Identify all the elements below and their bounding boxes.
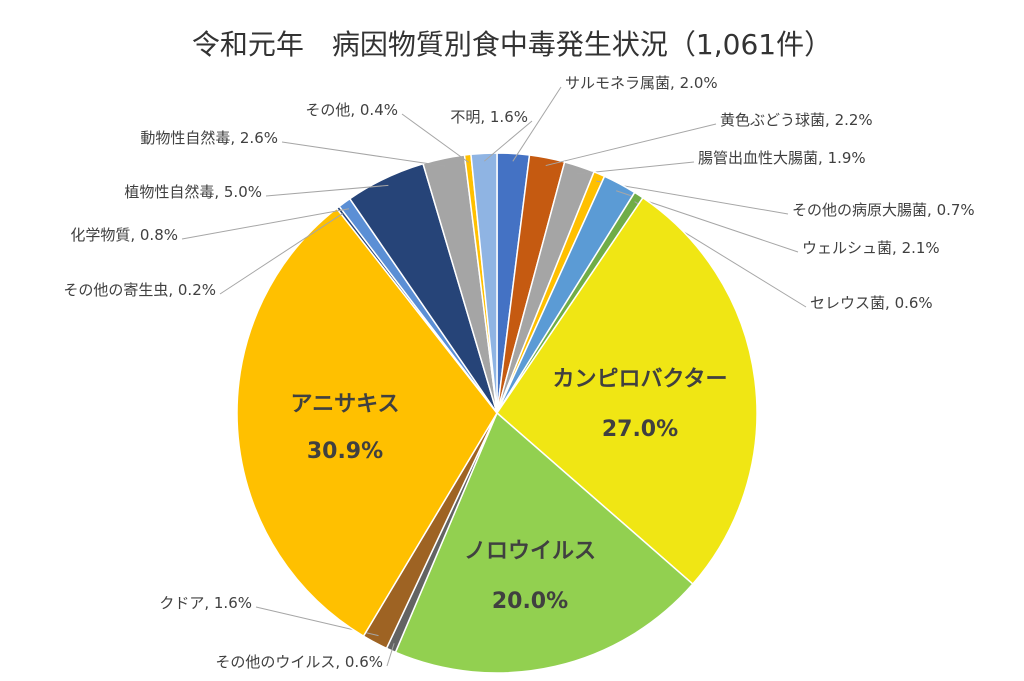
leader-line bbox=[219, 213, 343, 295]
data-label: セレウス菌, 0.6% bbox=[810, 294, 933, 312]
chart-title: 令和元年 病因物質別食中毒発生状況（1,061件） bbox=[192, 28, 832, 61]
data-label: 黄色ぶどう球菌, 2.2% bbox=[720, 111, 873, 129]
data-label: 腸管出血性大腸菌, 1.9% bbox=[698, 149, 866, 167]
data-label: 動物性自然毒, 2.6% bbox=[140, 129, 278, 147]
label-separator: , bbox=[230, 129, 240, 147]
label-separator: , bbox=[214, 183, 224, 201]
leader-line bbox=[401, 113, 469, 163]
category-name: 植物性自然毒 bbox=[124, 183, 214, 201]
leader-line bbox=[281, 141, 446, 167]
label-separator: , bbox=[825, 111, 835, 129]
value-label: 5.0% bbox=[224, 183, 262, 201]
category-name: セレウス菌 bbox=[810, 294, 885, 312]
value-label: 2.2% bbox=[835, 111, 873, 129]
data-label: その他のウイルス, 0.6% bbox=[215, 653, 383, 671]
leader-line bbox=[181, 208, 350, 240]
category-name: その他 bbox=[305, 101, 350, 119]
category-name: 黄色ぶどう球菌 bbox=[720, 111, 825, 129]
value-label: 0.7% bbox=[937, 201, 975, 219]
value-label: 1.6% bbox=[214, 594, 252, 612]
category-name: アニサキス bbox=[291, 392, 400, 417]
value-label: 2.0% bbox=[680, 74, 718, 92]
value-label: 0.8% bbox=[140, 226, 178, 244]
label-separator: , bbox=[335, 653, 345, 671]
value-label: 0.4% bbox=[360, 101, 398, 119]
leader-line bbox=[545, 123, 717, 167]
data-label: 化学物質, 0.8% bbox=[70, 226, 178, 244]
data-label: クドア, 1.6% bbox=[159, 594, 252, 612]
category-name: ノロウイルス bbox=[464, 539, 596, 564]
data-label: 不明, 1.6% bbox=[450, 108, 528, 126]
label-separator: , bbox=[927, 201, 937, 219]
category-name: 不明 bbox=[450, 108, 480, 126]
category-name: クドア bbox=[159, 594, 204, 612]
label-separator: , bbox=[168, 281, 178, 299]
category-name: その他のウイルス bbox=[215, 653, 335, 671]
pie-slice bbox=[236, 207, 498, 638]
category-name: 動物性自然毒 bbox=[140, 129, 230, 147]
value-label: 0.6% bbox=[895, 294, 933, 312]
label-separator: , bbox=[204, 594, 214, 612]
leader-line bbox=[484, 120, 533, 162]
category-name: 腸管出血性大腸菌 bbox=[698, 149, 818, 167]
label-separator: , bbox=[130, 226, 140, 244]
label-separator: , bbox=[818, 149, 828, 167]
data-label: ウェルシュ菌, 2.1% bbox=[802, 239, 940, 257]
value-label: 20.0% bbox=[492, 589, 568, 614]
leader-line bbox=[576, 161, 695, 175]
category-name: 化学物質 bbox=[70, 226, 130, 244]
label-separator: , bbox=[885, 294, 895, 312]
category-name: カンピロバクター bbox=[552, 367, 727, 392]
category-name: その他の寄生虫 bbox=[63, 281, 168, 299]
data-label: サルモネラ属菌, 2.0% bbox=[565, 74, 718, 92]
label-separator: , bbox=[480, 108, 490, 126]
pie-slice bbox=[496, 196, 758, 586]
value-label: 1.6% bbox=[490, 108, 528, 126]
value-label: 0.2% bbox=[178, 281, 216, 299]
value-label: 1.9% bbox=[828, 149, 866, 167]
label-separator: , bbox=[892, 239, 902, 257]
category-name: その他の病原大腸菌 bbox=[792, 201, 927, 219]
label-separator: , bbox=[350, 101, 360, 119]
pie-slice bbox=[470, 152, 498, 414]
value-label: 30.9% bbox=[307, 439, 383, 464]
data-label: その他, 0.4% bbox=[305, 101, 398, 119]
leader-line bbox=[596, 180, 789, 215]
value-label: 2.1% bbox=[902, 239, 940, 257]
value-label: 0.6% bbox=[345, 653, 383, 671]
category-name: ウェルシュ菌 bbox=[802, 239, 892, 257]
data-label: その他の病原大腸菌, 0.7% bbox=[792, 201, 975, 219]
label-separator: , bbox=[670, 74, 680, 92]
leader-line bbox=[265, 184, 389, 197]
category-name: サルモネラ属菌 bbox=[565, 74, 670, 92]
value-label: 27.0% bbox=[602, 417, 678, 442]
data-label: 植物性自然毒, 5.0% bbox=[124, 183, 262, 201]
leader-line bbox=[512, 86, 562, 162]
data-label: その他の寄生虫, 0.2% bbox=[63, 281, 216, 299]
leader-line bbox=[386, 643, 395, 667]
value-label: 2.6% bbox=[240, 129, 278, 147]
